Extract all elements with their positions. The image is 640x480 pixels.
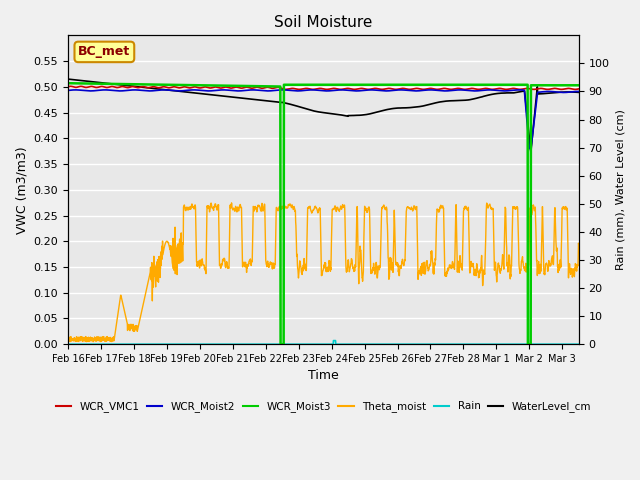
Legend: WCR_VMC1, WCR_Moist2, WCR_Moist3, Theta_moist, Rain, WaterLevel_cm: WCR_VMC1, WCR_Moist2, WCR_Moist3, Theta_… [51,397,595,416]
Y-axis label: VWC (m3/m3): VWC (m3/m3) [15,146,28,234]
Title: Soil Moisture: Soil Moisture [274,15,372,30]
X-axis label: Time: Time [308,370,339,383]
Y-axis label: Rain (mm), Water Level (cm): Rain (mm), Water Level (cm) [615,109,625,270]
Text: BC_met: BC_met [78,46,131,59]
